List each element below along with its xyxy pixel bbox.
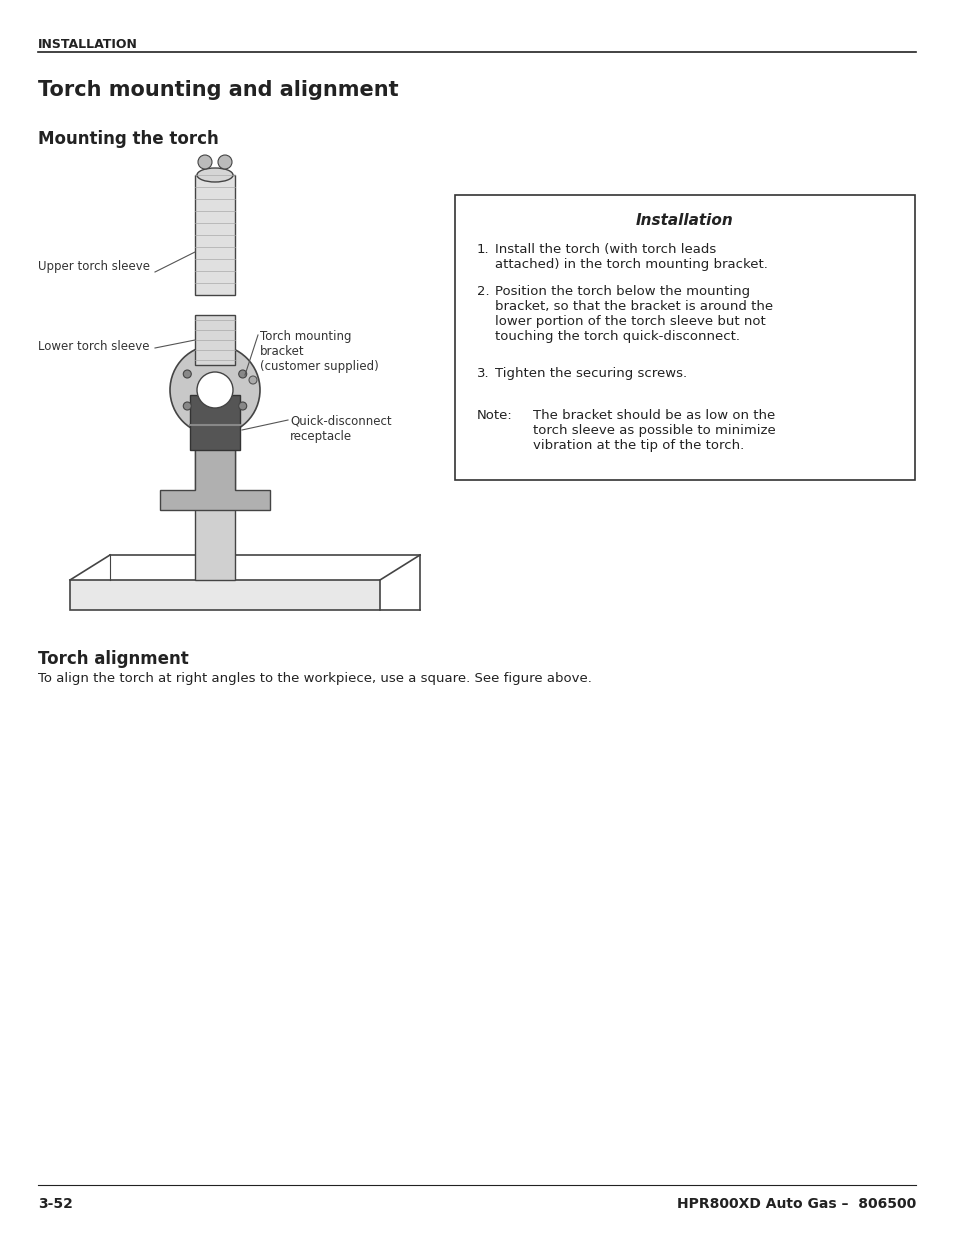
- Bar: [194, 440, 234, 580]
- Bar: [194, 175, 234, 295]
- Text: Lower torch sleeve: Lower torch sleeve: [38, 340, 150, 353]
- Text: HPR800XD Auto Gas –  806500: HPR800XD Auto Gas – 806500: [676, 1197, 915, 1212]
- Text: Mounting the torch: Mounting the torch: [38, 130, 218, 148]
- Text: 3.: 3.: [476, 367, 489, 380]
- Text: 3-52: 3-52: [38, 1197, 72, 1212]
- Text: The bracket should be as low on the
torch sleeve as possible to minimize
vibrati: The bracket should be as low on the torc…: [533, 409, 775, 452]
- Text: Installation: Installation: [636, 212, 733, 228]
- Circle shape: [183, 403, 192, 410]
- Circle shape: [170, 345, 260, 435]
- Text: Torch mounting
bracket
(customer supplied): Torch mounting bracket (customer supplie…: [260, 330, 378, 373]
- Text: INSTALLATION: INSTALLATION: [38, 38, 138, 51]
- Text: Note:: Note:: [476, 409, 512, 422]
- Text: 1.: 1.: [476, 243, 489, 256]
- Text: Quick-disconnect
receptacle: Quick-disconnect receptacle: [290, 415, 392, 443]
- Text: To align the torch at right angles to the workpiece, use a square. See figure ab: To align the torch at right angles to th…: [38, 672, 591, 685]
- Polygon shape: [160, 440, 270, 510]
- FancyBboxPatch shape: [455, 195, 914, 480]
- Circle shape: [238, 403, 247, 410]
- Text: Torch alignment: Torch alignment: [38, 650, 189, 668]
- Text: Position the torch below the mounting
bracket, so that the bracket is around the: Position the torch below the mounting br…: [495, 285, 772, 343]
- Text: Tighten the securing screws.: Tighten the securing screws.: [495, 367, 686, 380]
- Ellipse shape: [196, 168, 233, 182]
- Circle shape: [196, 372, 233, 408]
- Bar: [194, 315, 234, 366]
- Polygon shape: [70, 580, 379, 610]
- Text: 2.: 2.: [476, 285, 489, 298]
- Circle shape: [249, 375, 256, 384]
- Text: Upper torch sleeve: Upper torch sleeve: [38, 261, 150, 273]
- Circle shape: [238, 370, 247, 378]
- Circle shape: [218, 156, 232, 169]
- Circle shape: [183, 370, 192, 378]
- Bar: [190, 395, 240, 450]
- Circle shape: [198, 156, 212, 169]
- Text: Torch mounting and alignment: Torch mounting and alignment: [38, 80, 398, 100]
- Text: Install the torch (with torch leads
attached) in the torch mounting bracket.: Install the torch (with torch leads atta…: [495, 243, 767, 270]
